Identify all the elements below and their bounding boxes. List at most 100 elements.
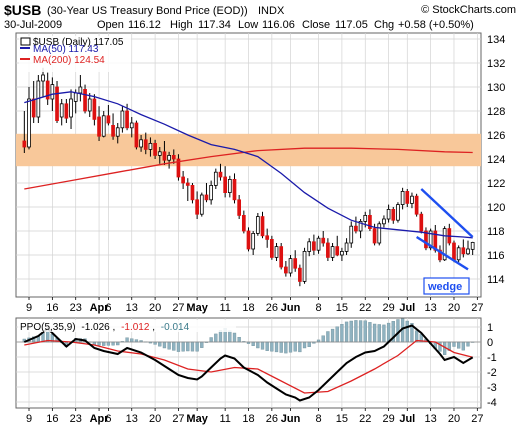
x-tick-label: 27 [471,413,483,425]
candle-body [466,248,470,255]
candle-body [213,171,218,186]
price-y-tick-label: 118 [487,226,505,238]
ppo-hist-bar [237,337,241,343]
candle-body [274,246,279,258]
price-y-tick-label: 116 [487,250,505,262]
ppo-hist-bar [344,321,349,343]
candle-body [265,235,270,240]
price-y-tick-label: 114 [487,274,505,286]
candle-body [41,74,45,82]
candle-body [372,228,377,244]
candle-body [59,103,64,118]
ppo-hist-bar [340,324,344,343]
x-tick-label: 15 [336,302,348,314]
ppo-legend-sep2: , [152,322,155,333]
wedge-upper-line [420,188,474,238]
legend-ma50: MA(50) 117.43 [33,44,99,55]
candle-body [27,98,31,148]
candle-body [452,242,456,261]
x-tick-label: 13 [126,413,138,425]
ppo-hist-bar [232,332,237,343]
ppo-hist-bar [181,341,185,352]
candle-body [293,258,298,269]
ppo-hist-bar [279,341,283,353]
candle-body [185,182,190,186]
x-tick-label: 18 [242,413,254,425]
symbol: $USB [4,2,41,18]
ma200-line [24,147,473,190]
ppo-y-tick-label: -4 [487,397,497,409]
ppo-signal-line [24,339,473,394]
legend-ma200: MA(200) 124.54 [33,55,105,66]
price-candles [22,67,475,287]
candle-body [270,238,274,258]
ppo-hist-bar [349,320,353,343]
candle-body [227,178,232,193]
x-tick-label: 27 [471,302,483,314]
candle-body [134,122,139,148]
ppo-hist-bar [172,341,176,351]
x-tick-label: 8 [315,302,321,314]
candle-body [50,84,55,100]
header-high: 117.34 [198,19,231,31]
candle-body [312,241,316,251]
ppo-hist-bar [284,341,288,354]
legend-price-swatch [20,37,31,46]
candle-body [106,115,111,124]
candle-body [143,139,148,150]
candle-body [368,214,372,229]
candle-body [307,241,312,252]
ppo-line [23,324,474,402]
candle-body [129,122,134,129]
ppo-hist-bar [106,341,111,346]
candle-body [139,139,143,148]
x-tick-label: 27 [172,302,184,314]
ppo-hist-bar [452,341,456,347]
candle-body [442,228,447,261]
ppo-hist-bar [102,341,106,346]
candle-body [171,154,176,160]
candle-body [321,237,326,244]
ppo-hist-bar [125,337,129,343]
candle-body [237,199,242,216]
x-tick-label: 6 [105,413,111,425]
candle-body [326,242,330,258]
candle-body [251,232,256,250]
ppo-legend-signal: -1.012 [121,322,150,333]
ppo-hist-bar [162,341,167,349]
x-tick-label: 8 [315,413,321,425]
x-tick-label: Apr [90,302,110,314]
ppo-hist-bar [265,341,269,351]
ppo-hist-bar [354,320,358,343]
ppo-y-tick-label: -1 [487,352,497,364]
ppo-hist-bar [111,341,115,346]
header-low: 116.06 [262,19,295,31]
ppo-y-tick-label: 0 [487,337,493,349]
x-tick-label: Jun [281,413,301,425]
price-y-tick-label: 130 [487,82,505,94]
candle-body [279,246,284,268]
candle-body [111,125,115,137]
candle-body [414,195,419,215]
x-tick-label: May [186,413,208,425]
x-tick-label: 29 [382,302,394,314]
x-tick-label: 23 [70,413,82,425]
wedge-label-box [423,277,470,295]
candle-body [358,220,363,232]
candle-body [419,213,424,232]
x-tick-label: 13 [425,302,437,314]
price-legend: $USB (Daily) 117.05 MA(50) 117.43 MA(200… [19,36,131,72]
x-tick-label: 16 [46,302,58,314]
ppo-hist-bar [457,341,461,349]
x-tick-label: 26 [266,413,278,425]
candle-body [302,250,307,282]
candle-body [223,176,227,193]
price-y-tick-label: 128 [487,106,505,118]
ppo-legend-label: PPO(5,35,9) [20,322,76,333]
candle-body [246,230,251,250]
candle-body [22,140,27,148]
candle-body [400,190,405,205]
